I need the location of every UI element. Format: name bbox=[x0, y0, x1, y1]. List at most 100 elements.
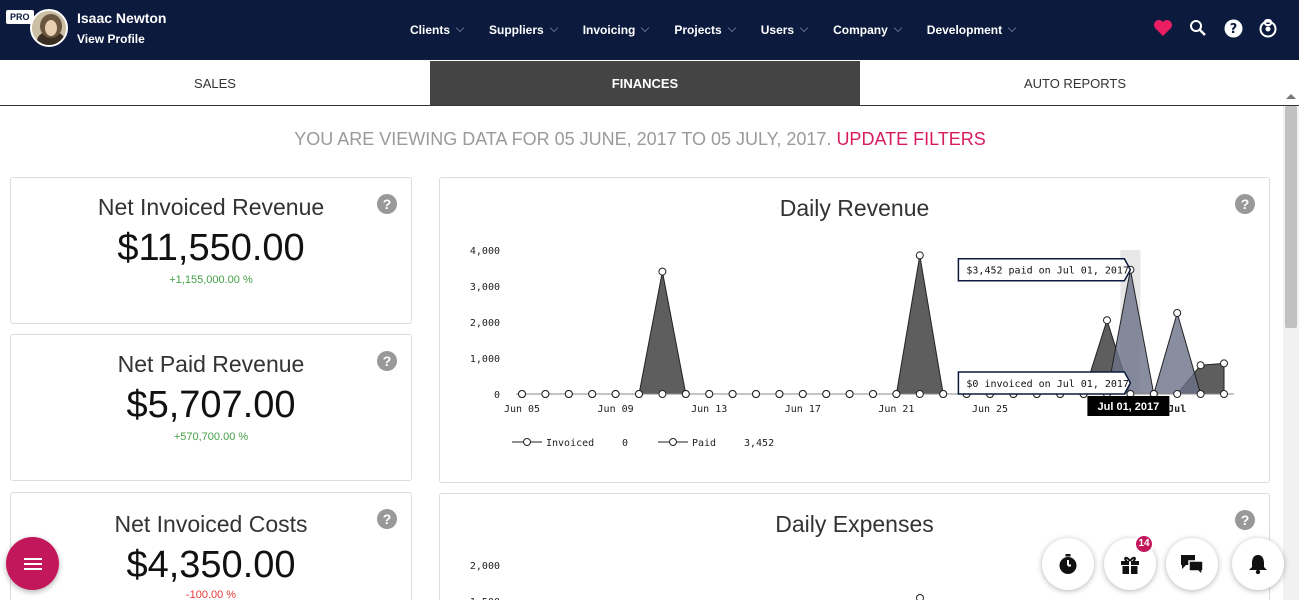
daily-revenue-card: Daily Revenue ? 0 1,000 2,000 3,000 4,000 Jun… bbox=[439, 177, 1270, 483]
data-point-paid bbox=[1220, 390, 1228, 398]
chevron-down-icon bbox=[727, 23, 736, 33]
data-point-paid bbox=[869, 390, 877, 398]
help-icon[interactable]: ? bbox=[1235, 510, 1255, 530]
help-icon[interactable]: ? bbox=[377, 509, 397, 529]
legend-marker-paid bbox=[669, 438, 677, 446]
legend-value: 3,452 bbox=[744, 438, 774, 449]
chevron-down-icon bbox=[1007, 23, 1017, 33]
kpi-delta: +570,700.00 % bbox=[173, 431, 249, 443]
data-point-paid bbox=[845, 390, 854, 398]
y-tick-label: 0 bbox=[494, 390, 500, 401]
gift-button[interactable]: 14 bbox=[1104, 534, 1156, 590]
chat-icon bbox=[1181, 555, 1204, 575]
user-name[interactable]: Isaac Newton bbox=[77, 10, 167, 26]
filter-summary: YOU ARE VIEWING DATA FOR 05 JUNE, 2017 T… bbox=[0, 129, 1280, 150]
y-tick-label: 2,000 bbox=[470, 561, 500, 572]
scrollbar-thumb[interactable] bbox=[1285, 106, 1297, 328]
x-tick-label: Jun 05 bbox=[504, 404, 540, 415]
legend-value: 0 bbox=[622, 438, 628, 449]
menu-fab-button[interactable] bbox=[6, 537, 59, 590]
x-tick-label: Jun 13 bbox=[691, 404, 727, 415]
tab-finances[interactable]: FINANCES bbox=[430, 61, 860, 105]
data-point-paid bbox=[635, 390, 643, 398]
chat-button[interactable] bbox=[1166, 538, 1218, 590]
help-icon[interactable]: ? bbox=[377, 194, 397, 214]
stopwatch-icon bbox=[1059, 554, 1077, 574]
data-point-invoiced bbox=[1173, 390, 1182, 398]
header-icons: ? bbox=[1152, 17, 1292, 39]
tab-auto-reports[interactable]: AUTO REPORTS bbox=[860, 61, 1290, 105]
tooltip-text: $3,452 paid on Jul 01, 2017 bbox=[966, 266, 1129, 277]
nav-item-development[interactable]: Development bbox=[927, 20, 1017, 40]
heart-icon[interactable] bbox=[1152, 17, 1174, 39]
chevron-down-icon bbox=[799, 23, 809, 33]
kpi-delta: -100.00 % bbox=[185, 589, 237, 600]
data-point-paid bbox=[611, 390, 620, 398]
help-icon[interactable]: ? bbox=[1235, 194, 1255, 214]
y-tick-label: 1,000 bbox=[470, 354, 500, 365]
tooltip-invoiced: $0 invoiced on Jul 01, 2017 bbox=[957, 371, 1132, 395]
data-point-invoiced bbox=[658, 267, 667, 276]
data-point-paid bbox=[939, 390, 948, 398]
timer-button[interactable] bbox=[1042, 538, 1094, 590]
nav-item-clients[interactable]: Clients bbox=[410, 20, 465, 40]
view-profile-link[interactable]: View Profile bbox=[77, 32, 145, 46]
kpi-delta: +1,155,000.00 % bbox=[169, 274, 253, 286]
data-point bbox=[916, 594, 924, 600]
daily-revenue-chart[interactable]: 0 1,000 2,000 3,000 4,000 Jun 05 Jun 09 Jun 13 J… bbox=[440, 178, 1269, 482]
menu-icon bbox=[23, 557, 42, 570]
data-point-invoiced bbox=[1103, 316, 1111, 325]
kpi-title: Net Paid Revenue bbox=[117, 351, 305, 377]
top-navigation: PRO Isaac Newton View Profile Clients Su… bbox=[0, 0, 1299, 60]
main-menu: Clients Suppliers Invoicing Projects Use… bbox=[410, 20, 1041, 40]
gift-icon bbox=[1121, 556, 1139, 574]
chart-title: Daily Expenses bbox=[775, 511, 934, 537]
search-icon[interactable] bbox=[1187, 17, 1209, 39]
daily-expenses-chart[interactable]: 1,500 2,000 bbox=[440, 494, 1269, 600]
bell-icon bbox=[1249, 555, 1267, 575]
help-circle-icon[interactable]: ? bbox=[1222, 17, 1244, 39]
kpi-card-net-invoiced-costs: Net Invoiced Costs $4,350.00 -100.00 % ? bbox=[10, 492, 412, 600]
data-point-paid bbox=[915, 390, 924, 398]
nav-item-projects[interactable]: Projects bbox=[674, 20, 736, 40]
crosshair-date-label: Jul 01, 2017 bbox=[1087, 396, 1170, 416]
kpi-value: $4,350.00 bbox=[126, 544, 296, 586]
tooltip-paid: $3,452 paid on Jul 01, 2017 bbox=[957, 257, 1132, 282]
x-tick-label: Jul bbox=[1168, 404, 1186, 415]
tab-sales[interactable]: SALES bbox=[0, 61, 430, 105]
nav-item-company[interactable]: Company bbox=[833, 20, 903, 40]
kpi-title: Net Invoiced Costs bbox=[114, 511, 308, 537]
x-tick-label: Jun 25 bbox=[972, 404, 1008, 415]
user-lock-icon[interactable] bbox=[1257, 17, 1279, 39]
data-point-paid bbox=[1196, 390, 1205, 398]
update-filters-link[interactable]: UPDATE FILTERS bbox=[836, 129, 986, 149]
y-tick-label: 1,500 bbox=[470, 597, 500, 600]
kpi-card-net-paid-revenue: Net Paid Revenue $5,707.00 +570,700.00 %… bbox=[10, 334, 412, 481]
data-point-paid bbox=[541, 390, 550, 398]
data-point-paid bbox=[728, 390, 737, 398]
tooltip-box bbox=[957, 371, 1132, 395]
data-point-paid bbox=[658, 390, 667, 398]
data-point-invoiced bbox=[915, 251, 924, 260]
x-tick-label: Jun 17 bbox=[785, 404, 821, 415]
notifications-button[interactable] bbox=[1232, 538, 1284, 590]
scroll-up-arrow-icon[interactable] bbox=[1286, 94, 1296, 99]
kpi-card-net-invoiced-revenue: Net Invoiced Revenue $11,550.00 +1,155,0… bbox=[10, 177, 412, 324]
data-point-invoiced bbox=[1220, 359, 1228, 368]
chevron-down-icon bbox=[455, 23, 465, 33]
nav-item-users[interactable]: Users bbox=[761, 20, 809, 40]
data-point-paid bbox=[518, 390, 526, 398]
data-point-paid bbox=[752, 390, 760, 398]
svg-text:?: ? bbox=[1229, 22, 1237, 37]
chevron-down-icon bbox=[549, 23, 558, 33]
nav-item-suppliers[interactable]: Suppliers bbox=[489, 20, 558, 40]
help-icon[interactable]: ? bbox=[377, 351, 397, 371]
y-tick-label: 3,000 bbox=[470, 282, 500, 293]
data-point-invoiced bbox=[1196, 361, 1205, 370]
x-tick-label: Jun 09 bbox=[598, 404, 634, 415]
crosshair-date-box bbox=[1087, 396, 1170, 416]
avatar[interactable] bbox=[30, 9, 68, 47]
x-tick-label: Jul 01, 2017 bbox=[1098, 401, 1160, 413]
nav-item-invoicing[interactable]: Invoicing bbox=[583, 20, 650, 40]
data-point-paid bbox=[588, 390, 597, 398]
